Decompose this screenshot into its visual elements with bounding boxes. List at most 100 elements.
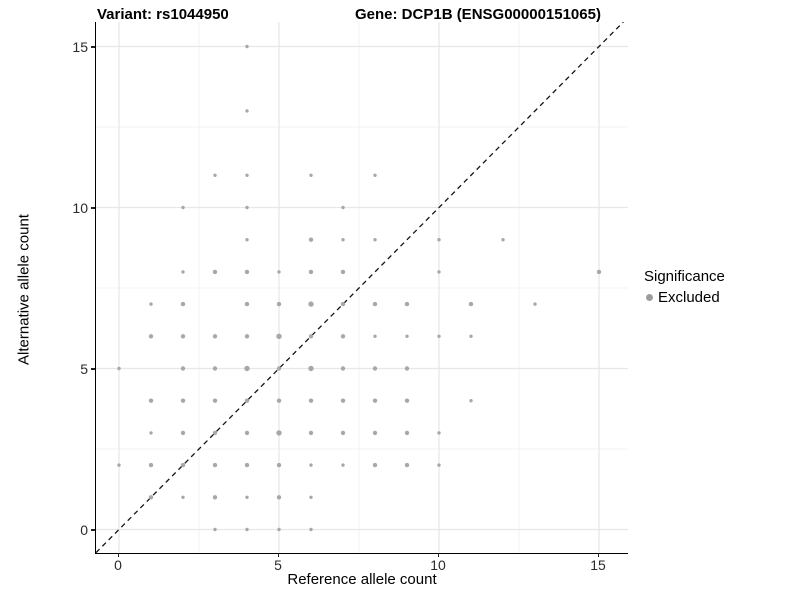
data-point: [340, 366, 346, 371]
data-point: [212, 495, 218, 500]
data-point: [181, 205, 185, 210]
data-point: [180, 398, 186, 403]
data-point: [437, 463, 441, 467]
data-point: [341, 205, 345, 210]
data-point: [404, 301, 410, 307]
legend-title: Significance: [644, 268, 725, 285]
variant-title: Variant: rs1044950: [97, 6, 229, 23]
data-point: [212, 366, 218, 371]
y-axis-tick: [91, 368, 95, 370]
legend-dot-icon: [646, 294, 653, 301]
data-point: [276, 398, 282, 403]
data-point: [308, 237, 314, 242]
data-point: [213, 173, 217, 177]
data-point: [213, 527, 217, 532]
x-axis-tick: [597, 553, 599, 557]
data-point: [404, 462, 410, 468]
data-point: [212, 462, 218, 468]
data-point: [180, 301, 186, 307]
data-point: [372, 301, 378, 307]
data-point: [276, 366, 282, 371]
data-point: [276, 495, 282, 500]
x-axis-tick: [277, 553, 279, 557]
data-point: [309, 173, 313, 177]
data-point: [276, 301, 282, 307]
data-point: [340, 398, 346, 403]
data-point: [373, 173, 377, 177]
data-point: [180, 334, 186, 339]
data-point: [405, 334, 409, 338]
data-point: [308, 430, 314, 436]
data-point: [148, 334, 154, 339]
data-point: [277, 527, 281, 532]
legend-item-excluded: Excluded: [644, 289, 725, 306]
data-point: [149, 431, 153, 435]
data-point: [245, 109, 249, 113]
data-point: [468, 301, 474, 307]
data-point: [372, 398, 378, 403]
data-point: [340, 430, 346, 436]
data-point: [309, 463, 313, 467]
data-point: [149, 302, 153, 306]
data-point: [244, 269, 250, 275]
data-point: [181, 495, 185, 499]
data-point: [340, 269, 346, 275]
y-tick-label: 5: [80, 360, 88, 377]
legend-item-label: Excluded: [658, 289, 720, 306]
data-point: [373, 238, 377, 242]
y-axis-label: Alternative allele count: [15, 214, 33, 365]
data-point: [340, 301, 346, 307]
data-point: [596, 269, 602, 275]
data-point: [245, 44, 249, 49]
y-axis-tick: [91, 207, 95, 209]
data-point: [180, 430, 186, 436]
data-point: [437, 238, 441, 242]
y-tick-label: 10: [72, 199, 88, 216]
data-point: [372, 366, 378, 371]
data-point: [308, 269, 314, 275]
data-point: [437, 270, 441, 274]
data-point: [277, 270, 281, 274]
data-point: [180, 462, 186, 468]
data-point: [244, 398, 250, 403]
data-point: [212, 430, 218, 436]
data-point: [245, 527, 249, 532]
data-point: [533, 302, 537, 306]
data-point: [148, 495, 154, 500]
x-tick-label: 10: [430, 557, 446, 573]
data-point: [276, 333, 282, 339]
data-point: [148, 398, 154, 403]
data-point: [245, 173, 249, 177]
data-point: [437, 431, 441, 435]
data-point: [372, 462, 378, 468]
y-axis-tick: [91, 529, 95, 531]
data-point: [404, 430, 410, 436]
plot-area: [96, 22, 628, 553]
data-point: [340, 334, 346, 339]
x-axis-label: Reference allele count: [287, 571, 437, 588]
data-point: [180, 366, 186, 371]
data-point: [244, 334, 250, 339]
data-point: [244, 365, 250, 372]
data-point: [117, 366, 121, 371]
data-point: [372, 430, 378, 436]
identity-line: [96, 22, 624, 553]
x-axis-tick: [117, 553, 119, 557]
x-tick-label: 15: [590, 557, 606, 573]
data-point: [308, 334, 314, 339]
y-axis-tick: [91, 46, 95, 48]
data-point: [244, 301, 250, 307]
data-point: [148, 462, 154, 468]
data-point: [276, 430, 282, 436]
x-axis-tick: [437, 553, 439, 557]
data-point: [341, 238, 345, 242]
gene-title: Gene: DCP1B (ENSG00000151065): [355, 6, 601, 23]
y-tick-label: 0: [80, 521, 88, 538]
data-point: [212, 334, 218, 339]
data-point: [276, 462, 282, 468]
data-point: [309, 527, 313, 532]
data-point: [212, 398, 218, 403]
data-point: [245, 495, 249, 499]
data-point: [181, 270, 185, 274]
